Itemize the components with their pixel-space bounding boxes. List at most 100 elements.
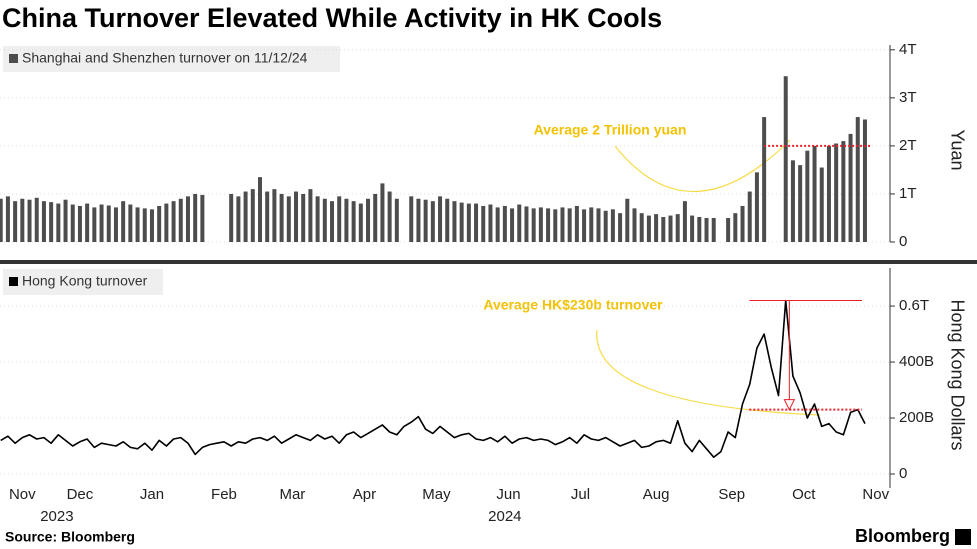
bar (128, 204, 133, 242)
bar (841, 141, 846, 242)
annotation: Average HK$230b turnover (483, 297, 663, 313)
bar (344, 198, 349, 242)
bar (70, 204, 75, 242)
bar (106, 205, 111, 242)
bar (77, 205, 82, 242)
bar (646, 215, 651, 242)
bar (294, 191, 299, 242)
annotation-curve (596, 329, 821, 416)
bar (690, 215, 695, 242)
bar (553, 209, 558, 242)
bar (430, 201, 435, 242)
y-tick-label: 200B (899, 409, 934, 426)
x-tick-label: May (422, 486, 451, 503)
bar (286, 196, 291, 242)
bar (423, 199, 428, 242)
bar (546, 208, 551, 242)
bar (740, 205, 745, 242)
bar (0, 198, 3, 242)
bar (366, 198, 371, 242)
panel-separator (0, 260, 977, 264)
bar (474, 203, 479, 242)
y-tick-label: 4T (899, 41, 917, 58)
bar (488, 204, 493, 242)
bar (92, 207, 97, 242)
bar (495, 207, 500, 242)
bar (394, 198, 399, 242)
bar (819, 167, 824, 242)
bar (56, 203, 61, 242)
bar (610, 209, 615, 242)
y-tick-label: 2T (899, 137, 917, 154)
bar (466, 203, 471, 242)
bar (668, 215, 673, 242)
bar (625, 198, 630, 242)
x-tick-label: Sep (718, 486, 745, 503)
bar (675, 214, 680, 242)
bar (63, 199, 68, 242)
bar (157, 205, 162, 242)
legend-box (3, 46, 340, 72)
x-tick-label: Dec (67, 486, 94, 503)
x-tick-label: Jul (571, 486, 590, 503)
x-tick-label: Oct (792, 486, 816, 503)
bar (826, 145, 831, 242)
bar (416, 198, 421, 242)
bar (250, 189, 255, 242)
bar (229, 193, 234, 242)
bar (682, 201, 687, 242)
bar (99, 204, 104, 242)
bar (409, 196, 414, 242)
bar (510, 208, 515, 242)
bar (589, 207, 594, 242)
bar (358, 203, 363, 242)
bar (726, 217, 731, 242)
bar (200, 194, 205, 242)
bar (560, 207, 565, 242)
legend-box (3, 269, 163, 295)
bar (236, 196, 241, 242)
annotation: Average 2 Trillion yuan (534, 122, 687, 138)
bar (85, 203, 90, 242)
y-axis-title: Hong Kong Dollars (947, 299, 967, 450)
x-tick-label: Mar (279, 486, 305, 503)
x-tick-label: Apr (353, 486, 376, 503)
brand: Bloomberg (855, 526, 950, 546)
bar (387, 191, 392, 242)
bar (20, 198, 25, 242)
bar (481, 205, 486, 242)
bar (747, 191, 752, 242)
bar (445, 198, 450, 242)
chart-title: China Turnover Elevated While Activity i… (2, 3, 662, 33)
bar (257, 177, 262, 242)
bar (459, 202, 464, 242)
bar (855, 117, 860, 242)
bar (596, 208, 601, 242)
y-tick-label: 0.6T (899, 297, 929, 314)
y-tick-label: 400B (899, 353, 934, 370)
bar (34, 197, 39, 242)
bar (834, 143, 839, 242)
y-tick-label: 3T (899, 89, 917, 106)
bar (790, 160, 795, 242)
x-tick-label: Jun (496, 486, 520, 503)
bar (113, 207, 118, 242)
bar (661, 217, 666, 242)
bar (502, 205, 507, 242)
bar (754, 172, 759, 242)
drop-arrowhead (783, 399, 796, 411)
bar (5, 196, 10, 242)
bar (279, 193, 284, 242)
bar (733, 213, 738, 242)
legend-swatch (9, 54, 18, 63)
bar (171, 201, 176, 242)
bar (135, 207, 140, 242)
bar (848, 133, 853, 242)
y-tick-label: 1T (899, 185, 917, 202)
bar (762, 117, 767, 242)
x-year-label: 2024 (488, 508, 521, 525)
bar (582, 209, 587, 242)
bar (301, 193, 306, 242)
bar (632, 208, 637, 242)
